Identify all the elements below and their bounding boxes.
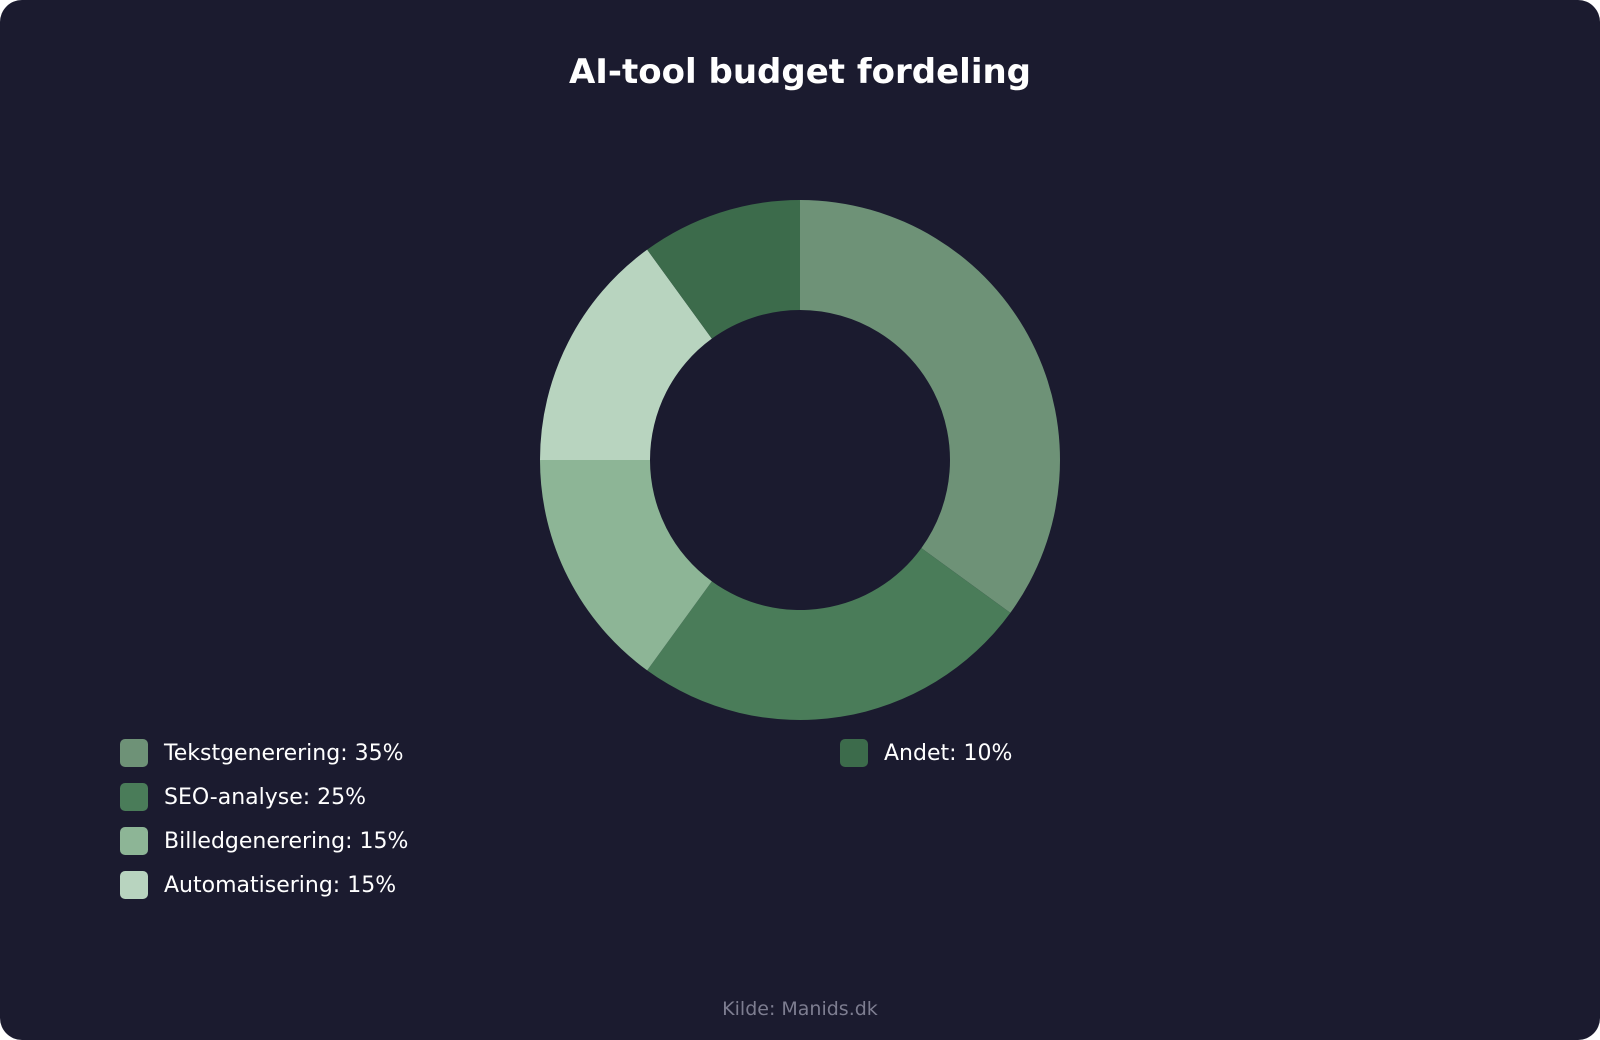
source-note: Kilde: Manids.dk [722, 998, 878, 1020]
legend-item-tekstgenerering[interactable]: Tekstgenerering: 35% [120, 739, 408, 767]
chart-title: AI-tool budget fordeling [568, 52, 1032, 92]
legend-label: Tekstgenerering: 35% [164, 740, 404, 766]
legend-label: Billedgenerering: 15% [164, 828, 409, 854]
legend-item-automatisering[interactable]: Automatisering: 15% [120, 871, 408, 899]
donut-slice-seo-analyse[interactable] [647, 548, 1011, 720]
legend-item-seo-analyse[interactable]: SEO-analyse: 25% [120, 783, 408, 811]
legend-column-1: Tekstgenerering: 35% SEO-analyse: 25% Bi… [120, 739, 408, 915]
donut-slice-billedgenerering[interactable] [540, 460, 712, 671]
donut-slice-andet[interactable] [647, 200, 800, 339]
legend-item-billedgenerering[interactable]: Billedgenerering: 15% [120, 827, 408, 855]
donut-slice-tekstgenerering[interactable] [800, 200, 1060, 613]
legend-swatch [840, 739, 868, 767]
legend-swatch [120, 827, 148, 855]
legend-swatch [120, 871, 148, 899]
legend-label: Andet: 10% [884, 740, 1013, 766]
donut-slice-automatisering[interactable] [540, 249, 712, 460]
legend-item-andet[interactable]: Andet: 10% [840, 739, 1012, 767]
legend-label: SEO-analyse: 25% [164, 784, 367, 810]
legend-swatch [120, 783, 148, 811]
legend-label: Automatisering: 15% [164, 872, 397, 898]
legend-swatch [120, 739, 148, 767]
legend-column-2: Andet: 10% [840, 739, 1012, 783]
